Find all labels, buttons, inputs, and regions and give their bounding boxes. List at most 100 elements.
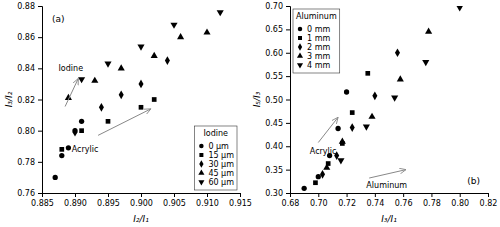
point [151,52,158,58]
point [456,6,463,12]
tick: 0.30 [265,189,290,198]
legend-label: 30 μm [208,160,234,169]
tick: 0.910 [196,193,219,208]
legend-label: 2 mm [307,43,330,52]
point [320,170,325,179]
legend-label: 45 μm [208,169,234,178]
tick-mark [108,193,109,197]
tick-label: 0.60 [265,49,283,58]
chart-svg: 0.8850.8900.8950.9000.9050.9100.9150.760… [0,0,500,227]
legend-label: 0 μm [208,142,229,151]
y-axis-title: I₅/I₃ [252,91,262,107]
tick: 0.70 [265,2,290,11]
tick: 0.74 [366,193,384,208]
x-axis-title: I₂/I₁ [133,214,149,224]
tick-label: 0.74 [366,199,384,208]
annotation: Acrylic [72,145,99,154]
point [217,10,224,16]
tick-mark [286,29,290,30]
point [53,175,58,180]
annotation: Iodine [59,64,84,73]
legend-marker [199,153,203,157]
point [350,110,355,115]
tick-label: 0.915 [229,199,252,208]
tick-label: 0.885 [31,199,54,208]
point [365,71,370,76]
series [313,71,370,185]
tick-label: 0.70 [310,199,328,208]
tick-mark [286,100,290,101]
point [119,90,124,99]
annotations: Iodine Acrylic [59,64,151,153]
point [79,119,84,124]
tick-label: 0.76 [395,199,413,208]
point [170,23,177,29]
tick-mark [38,6,42,7]
point [59,147,64,152]
tick-label: 0.82 [17,96,35,105]
tick-mark [38,162,42,163]
legend-marker [297,63,303,68]
point [118,64,125,70]
tick: 0.72 [338,193,356,208]
point [301,186,306,191]
tick-mark [38,37,42,38]
panel-label: (a) [52,14,65,24]
tick: 0.80 [17,127,42,136]
point [344,89,349,94]
legend-marker [198,169,204,174]
point [139,105,144,110]
tick-label: 0.65 [265,25,283,34]
tick-mark [403,193,404,197]
point [99,103,104,112]
point [395,48,400,57]
point [323,164,330,170]
tick: 0.70 [310,193,328,208]
axis-line [43,194,241,198]
tick: 0.78 [423,193,441,208]
legend-label: 0 mm [307,25,330,34]
tick-label: 0.900 [130,199,153,208]
tick-mark [347,193,348,197]
tick-label: 0.50 [265,96,283,105]
legend-marker [199,160,203,167]
tick-mark [318,193,319,197]
point [177,33,184,39]
legend-marker [298,43,302,50]
tick-label: 0.84 [17,64,35,73]
legend-label: 3 mm [307,52,330,61]
point [66,145,71,150]
point [72,128,77,137]
tick: 0.86 [17,33,42,42]
point [372,91,377,100]
panel-label: (b) [467,176,480,186]
tick-label: 0.70 [265,2,283,11]
tick: 0.84 [17,64,42,73]
x-axis: 0.680.700.720.740.760.780.800.82 [282,193,498,208]
tick: 0.78 [17,158,42,167]
legend-marker [199,144,204,149]
tick-label: 0.86 [17,33,35,42]
point [335,126,340,131]
tick: 0.68 [282,193,300,208]
tick-label: 0.72 [338,199,356,208]
point [59,153,64,158]
point [79,128,84,133]
tick-mark [488,193,489,197]
tick-mark [38,131,42,132]
tick-label: 0.910 [196,199,219,208]
point [313,180,318,185]
point [363,125,370,131]
panel: 0.8850.8900.8950.9000.9050.9100.9150.760… [4,2,252,224]
legend-label: 1 mm [307,34,330,43]
tick-label: 0.40 [265,142,283,151]
y-axis: 0.760.780.800.820.840.860.88 [17,2,42,198]
tick-mark [286,123,290,124]
point [91,77,98,83]
legend-label: 15 μm [208,151,234,160]
tick-mark [240,193,241,197]
tick-mark [286,170,290,171]
tick: 0.60 [265,49,290,58]
legend-frame [194,126,237,190]
point [316,174,321,179]
